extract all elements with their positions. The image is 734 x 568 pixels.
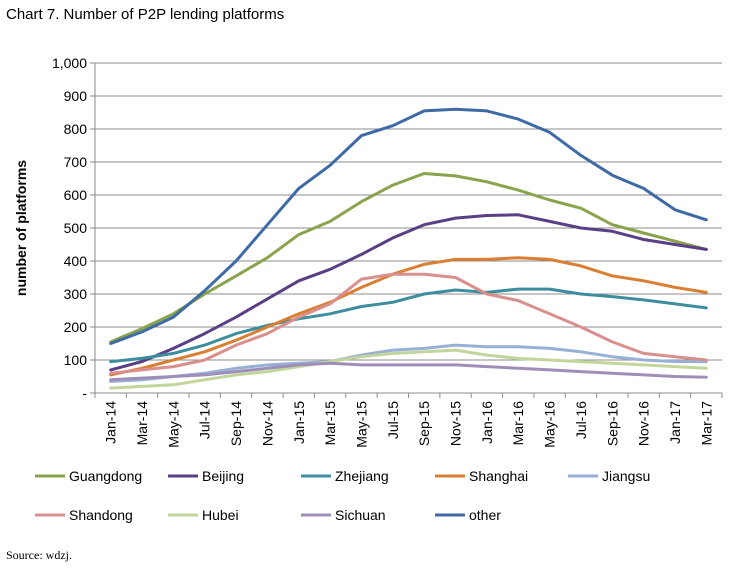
x-tick-label: Sep-16 (604, 401, 620, 446)
legend-label: Guangdong (69, 468, 142, 484)
y-tick-label: 700 (64, 154, 88, 170)
legend-label: Zhejiang (335, 468, 389, 484)
x-tick-label: Jan-15 (291, 401, 307, 444)
y-tick-label: 300 (64, 286, 88, 302)
x-tick-label: Jul-15 (385, 401, 401, 439)
series-line-sichuan (109, 361, 708, 382)
y-tick-label: 800 (64, 121, 88, 137)
y-tick-label: 100 (64, 352, 88, 368)
x-tick-label: Nov-14 (259, 401, 275, 446)
gridlines (95, 62, 722, 361)
chart-title: Chart 7. Number of P2P lending platforms (6, 6, 285, 23)
legend-label: Jiangsu (602, 468, 650, 484)
x-tick-label: Jul-14 (197, 401, 213, 439)
legend-label: Hubei (202, 507, 239, 523)
x-axis-ticks: Jan-14 Mar-14 May-14 Jul-14 Sep-14 Nov-14 Jan-… (94, 393, 723, 448)
y-axis-ticks: - 100 200 300 400 500 600 700 800 900 1,000 (52, 55, 95, 401)
x-tick-label: Sep-14 (228, 401, 244, 446)
y-axis-label: number of platforms (13, 160, 29, 296)
y-tick-label: 400 (64, 253, 88, 269)
x-tick-label: May-15 (353, 401, 369, 448)
source-note: Source: wdzj. (6, 548, 72, 562)
y-tick-label: 1,000 (52, 55, 87, 71)
y-tick-label: - (82, 385, 87, 401)
legend-label: Beijing (202, 468, 244, 484)
series-line-jiangsu (109, 343, 708, 383)
x-tick-label: Mar-14 (134, 401, 150, 446)
x-tick-label: Sep-15 (416, 401, 432, 446)
series-line-hubei (109, 348, 708, 390)
legend-label: Shanghai (469, 468, 528, 484)
x-tick-label: Mar-17 (698, 401, 714, 446)
series-line-shandong (109, 272, 708, 375)
legend-label: Sichuan (335, 507, 386, 523)
series-line-guangdong (109, 172, 708, 344)
x-tick-label: May-14 (165, 401, 181, 448)
x-tick-label: May-16 (542, 401, 558, 448)
legend-label: other (469, 507, 501, 523)
series-lines (109, 107, 708, 390)
y-tick-label: 600 (64, 187, 88, 203)
series-line-other (109, 107, 708, 345)
x-tick-label: Jan-16 (479, 401, 495, 444)
series-line-beijing (109, 213, 708, 372)
x-tick-label: Mar-15 (322, 401, 338, 446)
y-tick-label: 500 (64, 220, 88, 236)
x-tick-label: Jan-17 (667, 401, 683, 444)
x-tick-label: Nov-16 (636, 401, 652, 446)
x-tick-label: Nov-15 (448, 401, 464, 446)
legend: Guangdong Beijing Zhejiang Shanghai Jiangsu S… (35, 468, 650, 523)
y-tick-label: 900 (64, 88, 88, 104)
y-tick-label: 200 (64, 319, 88, 335)
series-line-zhejiang (109, 287, 708, 364)
x-tick-label: Jul-16 (573, 401, 589, 439)
x-tick-label: Jan-14 (103, 401, 119, 444)
x-tick-label: Mar-16 (510, 401, 526, 446)
series-line-shanghai (109, 256, 708, 377)
legend-label: Shandong (69, 507, 133, 523)
